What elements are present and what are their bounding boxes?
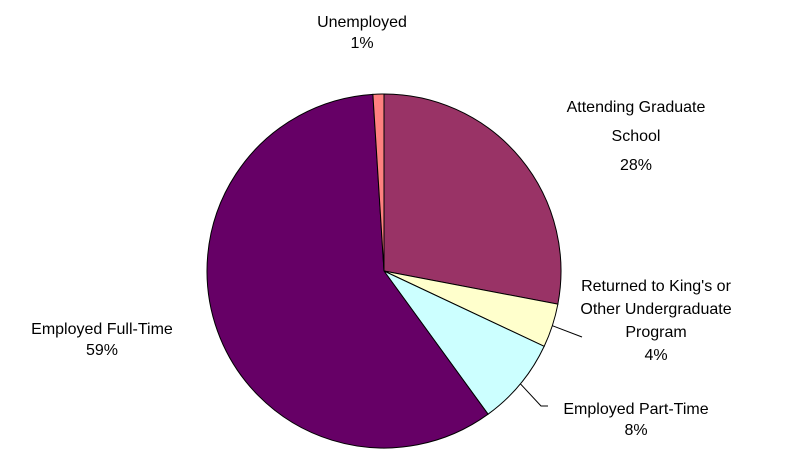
leader-lines-layer bbox=[520, 325, 583, 407]
slice-label-unemployed: Unemployed 1% bbox=[317, 14, 407, 52]
slice-value-label: 8% bbox=[624, 422, 647, 439]
slice-value-label: 4% bbox=[644, 347, 667, 364]
slice-label-employed-full-time: Employed Full-Time 59% bbox=[31, 321, 173, 359]
slice-value-label: 59% bbox=[86, 342, 118, 359]
leader-line-returned-to-king-s-or-other-undergraduate-program bbox=[552, 325, 583, 338]
pie-slice-employed-part-time bbox=[383, 270, 545, 415]
pie-slice-unemployed bbox=[372, 93, 385, 272]
slice-label-line: Employed Full-Time bbox=[31, 321, 173, 338]
pie-slice-employed-full-time bbox=[206, 93, 489, 449]
slice-label-line: Unemployed bbox=[317, 14, 407, 31]
slices-layer bbox=[206, 93, 562, 449]
slice-label-returned-to-king-s-or-other-undergraduate-program: Returned to King's or Other Undergraduate… bbox=[580, 278, 731, 364]
slice-value-label: 28% bbox=[620, 157, 652, 174]
slice-value-label: 1% bbox=[350, 35, 373, 52]
slice-label-line: School bbox=[612, 128, 661, 145]
slice-label-line: Attending Graduate bbox=[567, 99, 706, 116]
slice-label-line: Employed Part-Time bbox=[563, 401, 708, 418]
slice-label-line: Returned to King's or bbox=[581, 278, 731, 295]
leader-line-employed-part-time bbox=[520, 383, 548, 407]
slice-label-line: Program bbox=[625, 324, 686, 341]
pie-slice-attending-graduate-school bbox=[383, 93, 562, 305]
labels-layer: Attending Graduate School 28% Returned to K… bbox=[31, 14, 732, 439]
slice-label-employed-part-time: Employed Part-Time 8% bbox=[563, 401, 708, 439]
slice-label-attending-graduate-school: Attending Graduate School 28% bbox=[567, 99, 706, 174]
slice-label-line: Other Undergraduate bbox=[580, 301, 731, 318]
